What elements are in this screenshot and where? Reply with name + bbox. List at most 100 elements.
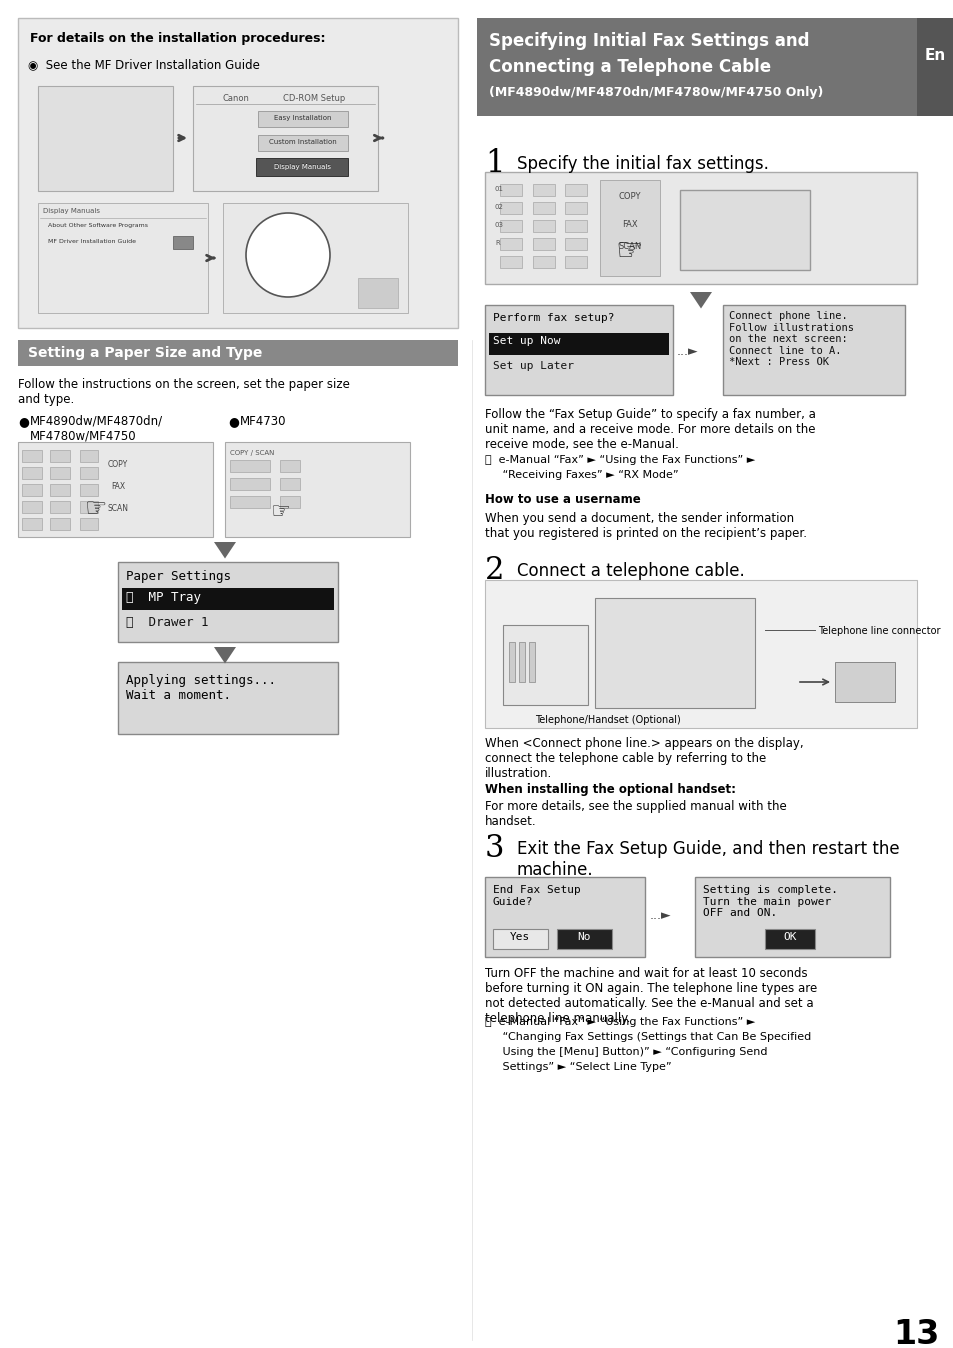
Bar [223,204,408,313]
Bar [193,86,377,191]
Text: Paper Settings: Paper Settings [126,570,231,582]
Bar [533,239,555,249]
Bar [260,276,299,280]
Bar [484,305,672,395]
Bar [260,236,290,240]
Text: Settings” ► “Select Line Type”: Settings” ► “Select Line Type” [484,1062,671,1072]
Bar [499,256,521,268]
Text: Turn OFF the machine and wait for at least 10 seconds
before turning it ON again: Turn OFF the machine and wait for at lea… [484,967,817,1024]
Text: ☞: ☞ [85,497,108,520]
Bar [118,562,337,642]
Bar [260,256,294,260]
Bar [225,442,410,537]
Bar [916,18,953,116]
Text: Display Manuals: Display Manuals [274,164,331,170]
Bar [557,929,612,949]
Bar [257,111,348,127]
Bar [499,220,521,232]
Bar [679,190,809,270]
Text: End Fax Setup
Guide?: End Fax Setup Guide? [493,886,580,907]
Bar [529,642,535,682]
Text: Connect a telephone cable.: Connect a telephone cable. [517,562,744,580]
Bar [22,501,42,514]
Text: COPY: COPY [618,191,640,201]
Text: Custom Installation: Custom Installation [269,139,336,146]
Text: (MF4890dw/MF4870dn/MF4780w/MF4750 Only): (MF4890dw/MF4870dn/MF4780w/MF4750 Only) [489,86,822,98]
Bar [695,878,889,957]
Text: Ⓞ  e-Manual “Fax” ► “Using the Fax Functions” ►: Ⓞ e-Manual “Fax” ► “Using the Fax Functi… [484,456,755,465]
Text: When installing the optional handset:: When installing the optional handset: [484,783,735,797]
Bar [257,159,348,175]
Text: Perform fax setup?: Perform fax setup? [493,313,614,324]
Bar [22,484,42,496]
Text: Exit the Fax Setup Guide, and then restart the
machine.: Exit the Fax Setup Guide, and then resta… [517,840,899,879]
Text: 01: 01 [495,186,503,191]
Bar [38,204,208,313]
Bar [764,929,814,949]
Circle shape [246,213,330,297]
Text: Set up Later: Set up Later [493,361,574,371]
Text: 13: 13 [893,1318,939,1348]
Bar [118,662,337,735]
Bar [484,173,916,284]
Bar [80,484,98,496]
Bar [280,479,299,491]
Text: 2: 2 [484,555,504,586]
Bar [38,86,172,191]
Bar [80,501,98,514]
Text: Display Manuals: Display Manuals [274,163,331,168]
Bar [357,278,397,307]
Bar [564,220,586,232]
Text: ◉  See the MF Driver Installation Guide: ◉ See the MF Driver Installation Guide [28,58,259,71]
Bar [280,460,299,472]
Bar [533,256,555,268]
Bar [499,183,521,195]
Text: CD-ROM Setup: CD-ROM Setup [283,94,345,102]
Text: Display Manuals: Display Manuals [43,208,100,214]
Text: Canon: Canon [223,94,250,102]
Bar [80,466,98,479]
Bar [230,496,270,508]
Text: Follow the instructions on the screen, set the paper size
and type.: Follow the instructions on the screen, s… [18,377,350,406]
Text: “Receiving Faxes” ► “RX Mode”: “Receiving Faxes” ► “RX Mode” [484,470,678,480]
Bar [260,245,290,249]
Text: Using the [Menu] Button)” ► “Configuring Send: Using the [Menu] Button)” ► “Configuring… [484,1047,767,1057]
Bar [564,202,586,214]
Bar [22,518,42,530]
Text: For details on the installation procedures:: For details on the installation procedur… [30,32,325,44]
Bar [50,484,70,496]
Text: Connecting a Telephone Cable: Connecting a Telephone Cable [489,58,770,75]
Bar [255,158,348,177]
Text: Follow the “Fax Setup Guide” to specify a fax number, a
unit name, and a receive: Follow the “Fax Setup Guide” to specify … [484,408,815,452]
Text: Connect phone line.
Follow illustrations
on the next screen:
Connect line to A.
: Connect phone line. Follow illustrations… [728,311,853,368]
Text: ☰  MP Tray: ☰ MP Tray [126,590,201,604]
Text: ...►: ...► [677,345,698,359]
Bar [533,183,555,195]
Text: How to use a username: How to use a username [484,493,640,506]
Bar [50,450,70,462]
Bar [476,18,916,116]
Bar [257,135,348,151]
Text: Specify the initial fax settings.: Specify the initial fax settings. [517,155,768,173]
Bar [280,496,299,508]
Bar [80,518,98,530]
Text: FAX: FAX [111,483,125,491]
Polygon shape [213,647,235,663]
Bar [599,181,659,276]
Bar [122,588,334,611]
Text: FAX: FAX [621,220,638,229]
Bar [518,642,524,682]
Text: ●: ● [18,415,29,429]
Bar [172,236,193,249]
Bar [484,878,644,957]
Bar [595,599,754,708]
Text: 02: 02 [495,204,503,210]
Text: Yes: Yes [509,931,530,942]
Bar [834,662,894,702]
Text: No: No [577,931,590,942]
Text: “Changing Fax Settings (Settings that Can Be Specified: “Changing Fax Settings (Settings that Ca… [484,1033,810,1042]
Bar [564,256,586,268]
Text: For more details, see the supplied manual with the
handset.: For more details, see the supplied manua… [484,799,786,828]
Text: 1: 1 [484,148,504,179]
Text: Set up Now: Set up Now [493,336,560,346]
